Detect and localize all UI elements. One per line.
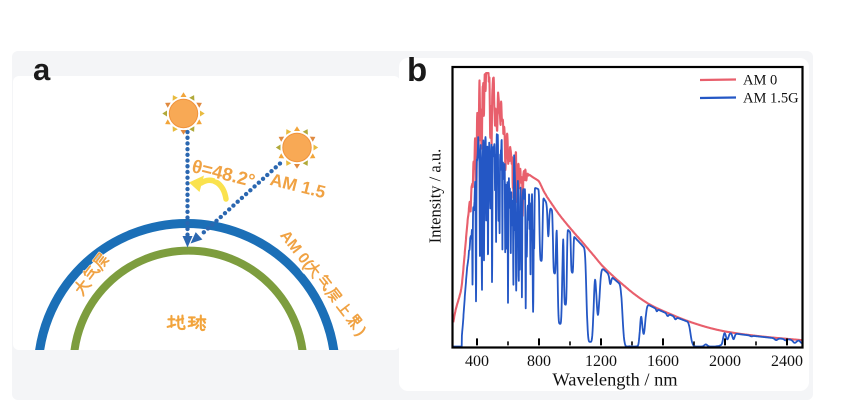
svg-text:800: 800	[527, 353, 551, 370]
svg-text:1200: 1200	[585, 353, 617, 370]
svg-text:Intensity / a.u.: Intensity / a.u.	[426, 149, 445, 243]
svg-text:2000: 2000	[709, 353, 741, 370]
svg-text:400: 400	[465, 353, 489, 370]
svg-text:AM 1.5G: AM 1.5G	[743, 91, 799, 107]
svg-text:Wavelength / nm: Wavelength / nm	[552, 370, 678, 390]
svg-text:1600: 1600	[647, 353, 679, 370]
svg-text:AM 0: AM 0	[743, 73, 777, 89]
svg-text:2400: 2400	[771, 353, 803, 370]
